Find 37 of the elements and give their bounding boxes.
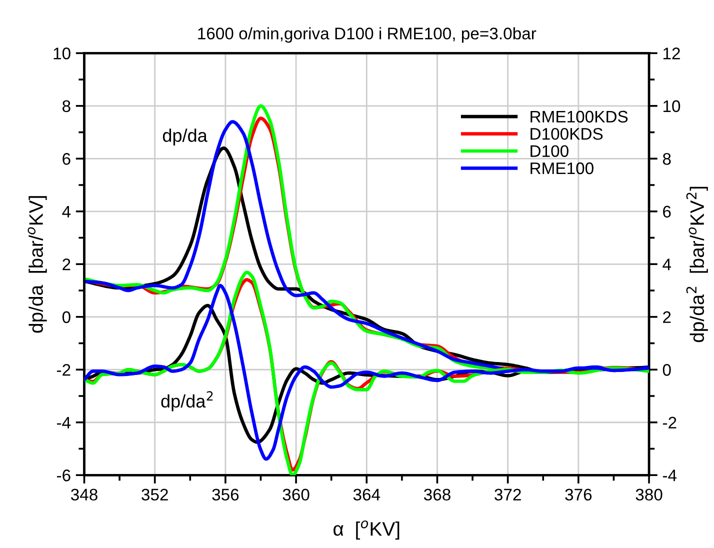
- y-tick-label: -2: [56, 364, 70, 376]
- y2-tick-label: 4: [662, 258, 671, 270]
- y2-tick-label: 6: [663, 206, 671, 218]
- y-tick-label: 6: [62, 153, 70, 165]
- x-tick-label: 364: [353, 488, 380, 501]
- y-tick-label: 2: [62, 258, 70, 270]
- legend-label: D100: [530, 145, 568, 157]
- y-tick-label: 4: [62, 206, 71, 218]
- legend-label: D100KDS: [530, 128, 603, 140]
- y-tick-label: 0: [62, 311, 70, 324]
- y2-tick-label: -2: [662, 416, 676, 428]
- y2-tick-label: 12: [663, 48, 680, 60]
- legend-label: RME100: [530, 162, 594, 174]
- annotation: dp/da: [162, 128, 208, 146]
- chart-title: 1600 o/min,goriva D100 i RME100, pe=3.0bar: [198, 27, 536, 43]
- x-tick-label: 360: [282, 488, 310, 501]
- y-axis-title: dp/da [bar/$^{o}$KV]: [28, 196, 47, 333]
- x-tick-label: 376: [565, 488, 592, 501]
- annotation: dp/da$^{2}$: [161, 391, 213, 412]
- y2-axis-title: dp/da$^{2}$ [bar/$^{o}$KV$^{2}$]: [686, 186, 708, 342]
- x-tick-label: 372: [494, 488, 521, 501]
- y-tick-label: -4: [56, 416, 71, 428]
- x-tick-label: 356: [212, 488, 239, 501]
- x-tick-label: 348: [70, 488, 98, 501]
- y2-tick-label: -4: [662, 470, 677, 482]
- y-tick-label: 8: [62, 100, 70, 112]
- x-tick-label: 368: [424, 488, 450, 501]
- y2-tick-label: 8: [662, 153, 671, 165]
- x-axis-title: α [$^{o}$KV]: [334, 520, 400, 540]
- y-tick-label: 10: [54, 48, 70, 60]
- y2-tick-label: 0: [662, 364, 671, 376]
- x-tick-label: 380: [636, 488, 662, 501]
- x-tick-label: 352: [142, 488, 168, 501]
- y-tick-label: -6: [56, 470, 70, 482]
- y2-tick-label: 10: [663, 100, 680, 112]
- legend-label: RME100KDS: [530, 110, 628, 123]
- y2-tick-label: 2: [663, 311, 671, 323]
